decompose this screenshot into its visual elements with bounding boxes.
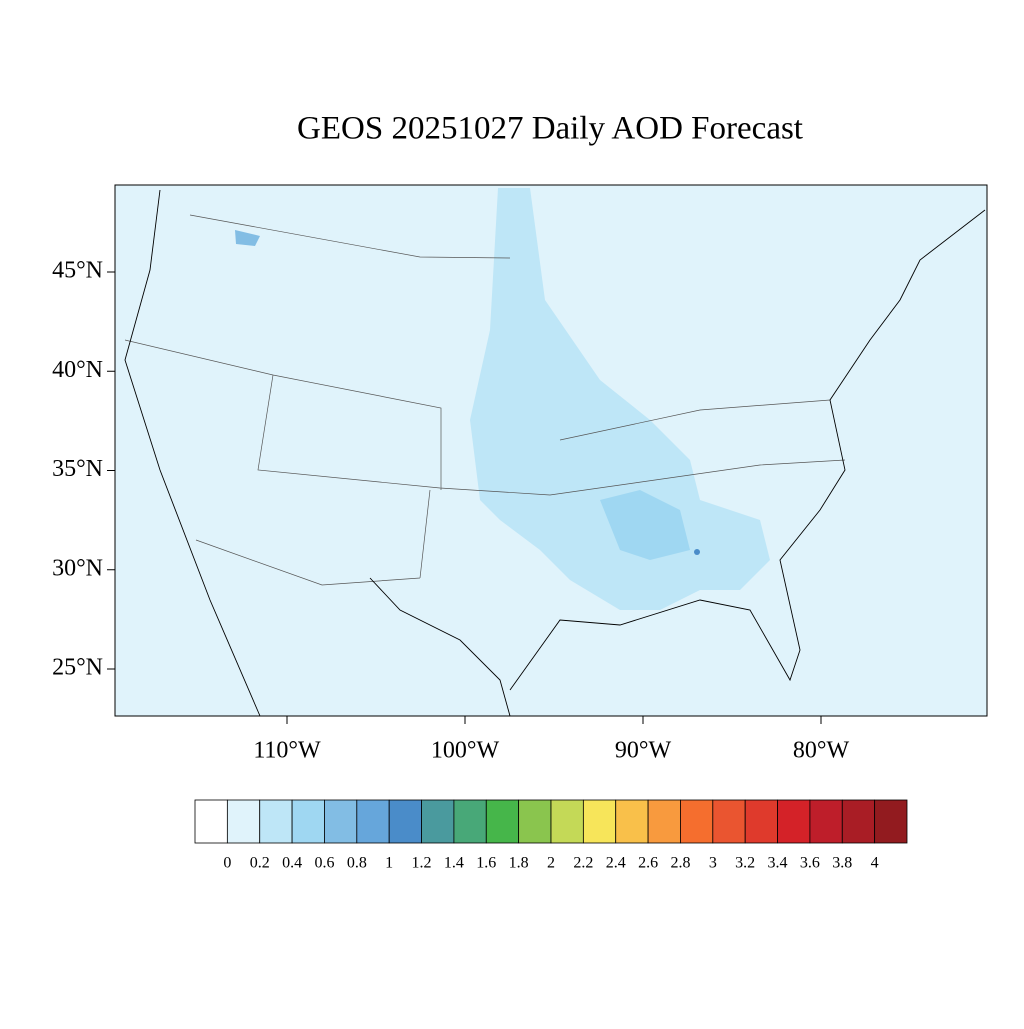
colorbar-label: 1 xyxy=(385,855,393,872)
lon-tick-label: 100°W xyxy=(431,738,500,764)
lat-tick-label: 35°N xyxy=(52,456,103,482)
aod-spot xyxy=(694,549,700,555)
colorbar-box xyxy=(615,799,649,844)
colorbar-label: 3.6 xyxy=(800,855,820,872)
colorbar-label: 0.8 xyxy=(347,855,367,872)
colorbar-box xyxy=(291,799,325,844)
colorbar-label: 3 xyxy=(709,855,717,872)
colorbar-box xyxy=(226,799,261,844)
colorbar-box xyxy=(388,799,422,844)
colorbar-label: 1.6 xyxy=(476,855,496,872)
colorbar-box xyxy=(550,799,584,844)
colorbar-label: 1.8 xyxy=(509,855,529,872)
colorbar-box xyxy=(809,799,843,844)
colorbar-label: 3.8 xyxy=(832,855,852,872)
colorbar-label: 2.2 xyxy=(573,855,593,872)
lon-tick-label: 90°W xyxy=(615,738,672,764)
colorbar-box xyxy=(421,799,455,844)
map-area xyxy=(114,184,988,717)
colorbar-box xyxy=(647,799,681,844)
colorbar-box xyxy=(582,799,617,844)
colorbar-box xyxy=(777,799,811,844)
aod-plume xyxy=(470,188,770,610)
colorbar-box xyxy=(194,799,228,844)
lat-tick-label: 25°N xyxy=(52,655,103,681)
colorbar-box xyxy=(744,799,778,844)
colorbar-box xyxy=(259,799,293,844)
colorbar-box xyxy=(518,799,552,844)
colorbar-label: 0.2 xyxy=(250,855,270,872)
state-borders xyxy=(124,214,846,586)
colorbar-label: 1.4 xyxy=(444,855,464,872)
colorbar-box xyxy=(453,799,487,844)
colorbar-box xyxy=(485,799,520,844)
colorbar-label: 3.4 xyxy=(768,855,788,872)
colorbar-label: 2.4 xyxy=(606,855,626,872)
colorbar-box xyxy=(356,799,390,844)
colorbar-box xyxy=(874,799,908,844)
colorbar-box xyxy=(324,799,358,844)
lon-tick-label: 80°W xyxy=(793,738,850,764)
aod-spot xyxy=(235,230,260,246)
colorbar-label: 4 xyxy=(871,855,879,872)
colorbar-label: 0.4 xyxy=(282,855,302,872)
title: GEOS 20251027 Daily AOD Forecast xyxy=(297,111,803,147)
colorbar-label: 0.6 xyxy=(314,855,334,872)
colorbar-label: 2 xyxy=(547,855,555,872)
colorbar-box xyxy=(841,799,876,844)
colorbar-box xyxy=(680,799,714,844)
colorbar-box xyxy=(712,799,746,844)
lat-tick-label: 45°N xyxy=(52,258,103,284)
coastline xyxy=(124,189,986,717)
lat-tick-label: 30°N xyxy=(52,555,103,581)
colorbar-label: 1.2 xyxy=(412,855,432,872)
aod-plume-core xyxy=(600,490,690,560)
colorbar-label: 3.2 xyxy=(735,855,755,872)
lon-tick-label: 110°W xyxy=(253,738,321,764)
colorbar-label: 0 xyxy=(223,855,231,872)
map-frame xyxy=(114,184,988,717)
colorbar-label: 2.6 xyxy=(638,855,658,872)
lat-tick-label: 40°N xyxy=(52,357,103,383)
colorbar-label: 2.8 xyxy=(670,855,690,872)
